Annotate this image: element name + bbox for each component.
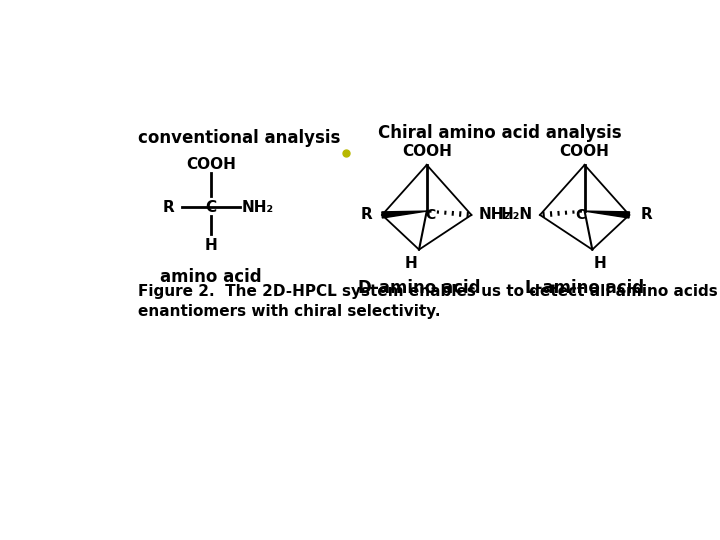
Text: COOH: COOH bbox=[559, 144, 610, 159]
Text: C: C bbox=[426, 208, 436, 222]
Text: Figure 2.  The 2D-HPCL system enables us to detect all amino acids: Figure 2. The 2D-HPCL system enables us … bbox=[138, 285, 718, 300]
Text: D-amino acid: D-amino acid bbox=[358, 279, 480, 297]
Text: C: C bbox=[206, 200, 217, 215]
Text: COOH: COOH bbox=[402, 144, 451, 159]
Text: L-amino acid: L-amino acid bbox=[525, 279, 644, 297]
Polygon shape bbox=[585, 211, 629, 218]
Text: amino acid: amino acid bbox=[161, 267, 262, 286]
Text: NH₂: NH₂ bbox=[479, 207, 510, 222]
Text: R: R bbox=[361, 207, 372, 222]
Text: R: R bbox=[163, 200, 175, 215]
Text: C: C bbox=[575, 208, 586, 222]
Text: H: H bbox=[204, 238, 217, 253]
Text: H: H bbox=[405, 256, 418, 271]
Text: enantiomers with chiral selectivity.: enantiomers with chiral selectivity. bbox=[138, 303, 441, 319]
Text: H₂N: H₂N bbox=[501, 207, 533, 222]
Text: NH₂: NH₂ bbox=[241, 200, 274, 215]
Text: conventional analysis: conventional analysis bbox=[138, 129, 341, 147]
Text: R: R bbox=[640, 207, 652, 222]
Text: Chiral amino acid analysis: Chiral amino acid analysis bbox=[378, 124, 621, 141]
Text: COOH: COOH bbox=[186, 157, 236, 172]
Polygon shape bbox=[382, 211, 427, 218]
Text: H: H bbox=[593, 256, 606, 271]
